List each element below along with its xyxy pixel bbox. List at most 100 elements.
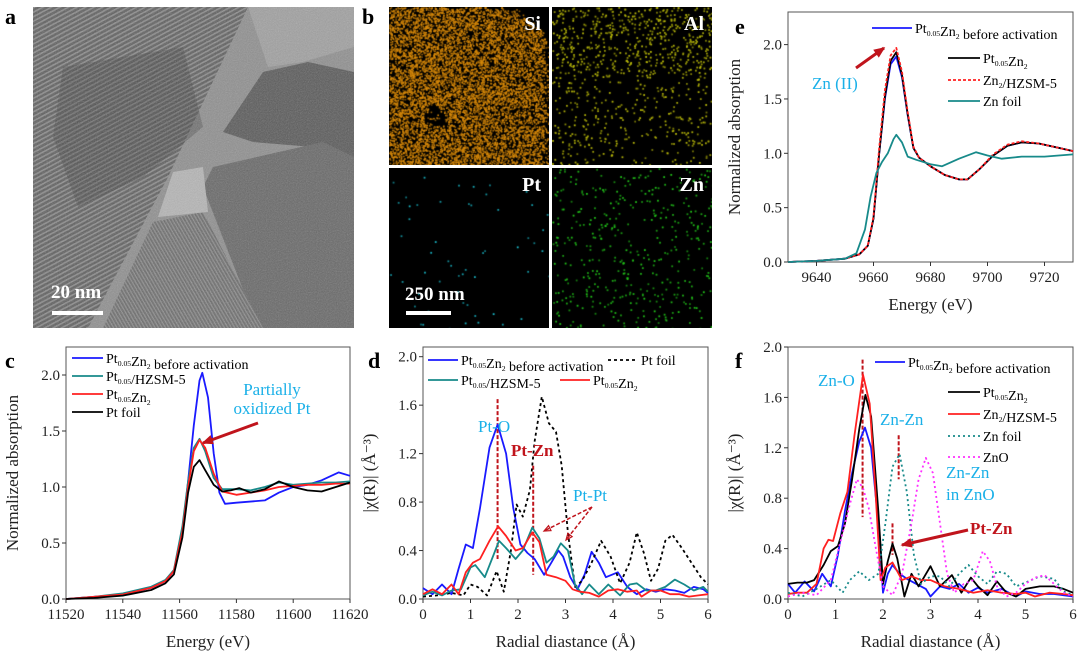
annotation-arrow xyxy=(901,528,969,547)
x-axis-label: Radial diastance (Å) xyxy=(861,632,1001,651)
plot-frame xyxy=(65,346,351,600)
x-tick-label: 6 xyxy=(1069,607,1077,623)
legend-label: Pt foil xyxy=(641,354,676,369)
annotations: Pt-OPt-Zn Pt-Pt xyxy=(478,417,607,542)
y-tick-label: 0.8 xyxy=(763,491,782,507)
edx-label-pt: Pt xyxy=(522,174,541,196)
annotations: Zn-O Zn-Zn Zn-Zn in ZnO Pt-Zn xyxy=(818,371,1013,548)
chart-f: f 0 1 2 3 4 5 6 0.0 0.4 0.8 1.2 1.6 2.0 Radial diastan… xyxy=(725,340,1077,651)
annotation-text: in ZnO xyxy=(946,485,995,504)
legend-label: Pt0.05/HZSM-5 xyxy=(106,370,186,388)
x-tick-label: 11520 xyxy=(48,607,85,623)
y-axis-label: |χ(R)| (Å⁻³) xyxy=(725,434,744,513)
y-axis-label: |χ(R)| (Å⁻³) xyxy=(360,434,379,513)
legend-label: Zn2/HZSM-5 xyxy=(983,408,1057,426)
y-tick-label: 1.5 xyxy=(763,92,782,108)
x-axis-label: Energy (eV) xyxy=(166,632,250,651)
arrow-head xyxy=(873,47,886,58)
panel-letter-b: b xyxy=(362,4,375,29)
legend-label: Pt0.05Zn2 xyxy=(593,374,638,393)
tem-lattice xyxy=(33,7,354,328)
x-tick-label: 11540 xyxy=(104,607,141,623)
series-line-2 xyxy=(422,526,709,597)
y-tick-label: 1.5 xyxy=(41,424,60,440)
x-axis-label: Energy (eV) xyxy=(888,295,972,314)
annotation-text: oxidized Pt xyxy=(234,399,311,418)
legend: Pt0.05Zn2 before activation Pt0.05Zn2 Zn2/… xyxy=(872,22,1058,110)
tem-scale-bar xyxy=(52,311,103,315)
annotation-text: Zn-Zn xyxy=(880,410,924,429)
x-tick-label: 11600 xyxy=(275,607,312,623)
y-tick-label: 1.2 xyxy=(763,441,782,457)
panel-letter-d: d xyxy=(368,348,380,373)
legend-label: Pt0.05/HZSM-5 xyxy=(461,374,541,392)
arrow-head xyxy=(565,532,574,542)
edx-scale-bar xyxy=(406,311,451,315)
y-tick-label: 2.0 xyxy=(41,368,60,384)
legend-label: ZnO xyxy=(983,451,1009,466)
series-line-2 xyxy=(787,47,1074,263)
y-tick-label: 1.6 xyxy=(398,398,417,414)
edx-map-al-canvas xyxy=(552,7,712,165)
x-tick-label: 5 xyxy=(657,607,665,623)
annotation-text: Pt-Pt xyxy=(573,486,607,505)
legend: Pt0.05Zn2 before activation Pt foilPt0.05… xyxy=(428,354,676,393)
x-tick-label: 4 xyxy=(609,607,617,623)
annotation-text: Zn-Zn xyxy=(946,463,990,482)
panel-letter-f: f xyxy=(735,348,743,373)
edx-map-si: Si xyxy=(389,7,549,165)
edx-scale-label: 250 nm xyxy=(405,284,465,305)
series-line-2 xyxy=(787,373,1074,598)
edx-map-pt-canvas xyxy=(389,168,549,328)
panel-letter-a: a xyxy=(5,4,16,29)
annotation-text: Pt-Zn xyxy=(511,441,554,460)
annotation-text: Zn (II) xyxy=(812,74,858,93)
edx-maps: Si Al Pt 250 nm Zn xyxy=(389,7,712,328)
annotations: Zn (II) xyxy=(812,46,886,93)
y-tick-label: 0.5 xyxy=(763,201,782,217)
y-tick-label: 0.4 xyxy=(398,544,417,560)
x-tick-label: 9660 xyxy=(859,270,889,286)
arrow-head xyxy=(900,538,913,548)
x-tick-label: 9680 xyxy=(916,270,946,286)
y-axis-label: Normalized absorption xyxy=(3,394,22,551)
x-tick-label: 2 xyxy=(514,607,522,623)
series-line-3 xyxy=(65,459,351,600)
legend-label: Pt0.05Zn2 before activation xyxy=(908,356,1051,377)
edx-map-zn-canvas xyxy=(552,168,712,328)
x-tick-label: 3 xyxy=(562,607,570,623)
x-tick-label: 1 xyxy=(832,607,840,623)
y-tick-label: 1.0 xyxy=(41,480,60,496)
series-line-0 xyxy=(787,426,1074,598)
x-tick-label: 6 xyxy=(704,607,712,623)
y-tick-label: 1.6 xyxy=(763,390,782,406)
annotation-arrow xyxy=(565,506,593,541)
legend-label: Pt0.05Zn2 xyxy=(983,386,1028,405)
legend-label: Zn foil xyxy=(983,430,1022,445)
legend-label: Pt0.05Zn2 before activation xyxy=(461,354,604,375)
chart-c: c 11520 11540 11560 11580 11600 11620 0.0 0.5 1.0… xyxy=(3,346,369,651)
legend-label: Zn2/HZSM-5 xyxy=(983,74,1057,92)
x-tick-label: 0 xyxy=(419,607,427,623)
x-axis-label: Radial diastance (Å) xyxy=(496,632,636,651)
x-tick-label: 2 xyxy=(879,607,887,623)
edx-label-zn: Zn xyxy=(679,174,704,196)
x-tick-label: 11560 xyxy=(161,607,198,623)
y-tick-label: 0.0 xyxy=(41,592,60,608)
edx-map-zn: Zn xyxy=(552,168,712,328)
legend-label: Pt0.05Zn2 before activation xyxy=(106,352,249,373)
chart-d: d 0 1 2 3 4 5 6 0.0 0.4 0.8 1.2 1.6 2.0 Radial diastan… xyxy=(360,346,712,651)
y-tick-label: 2.0 xyxy=(763,340,782,356)
tem-scale-label: 20 nm xyxy=(51,282,102,303)
y-tick-label: 2.0 xyxy=(398,350,417,366)
x-tick-label: 9720 xyxy=(1030,270,1060,286)
series-line-3 xyxy=(787,453,1074,598)
edx-label-al: Al xyxy=(684,13,704,35)
legend-label: Pt0.05Zn2 xyxy=(106,388,151,407)
x-tick-label: 11620 xyxy=(332,607,369,623)
annotation-text: Pt-Zn xyxy=(970,519,1013,538)
arrow-head xyxy=(201,435,214,445)
edx-label-si: Si xyxy=(524,13,541,35)
